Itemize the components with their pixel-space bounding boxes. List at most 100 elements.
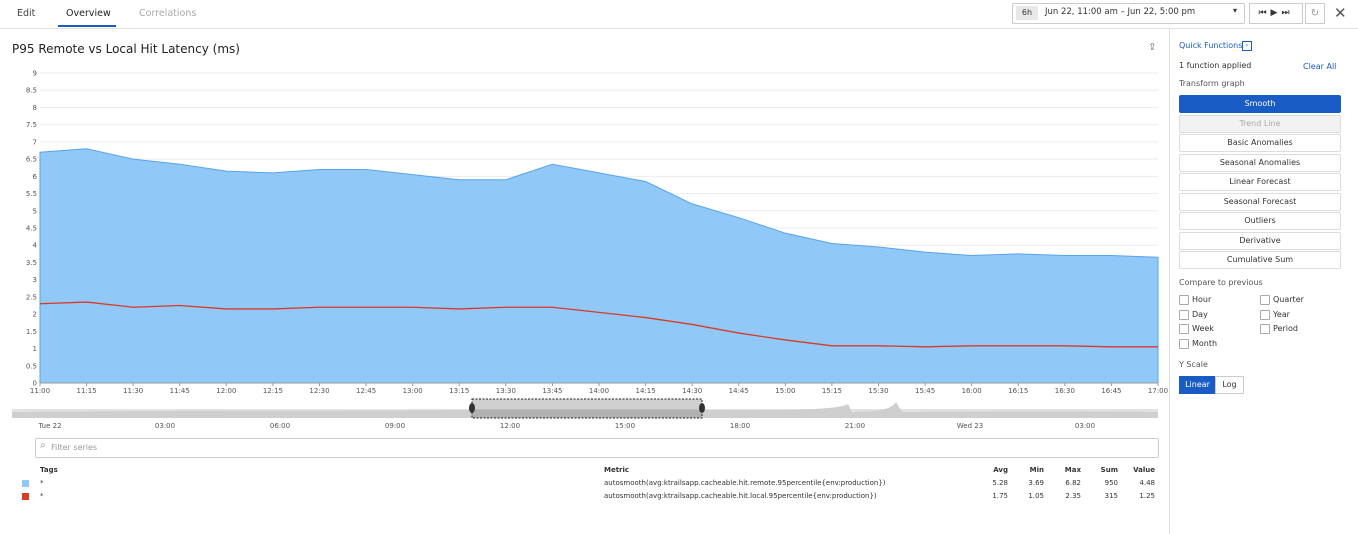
y-tick-label: 4 [33,242,38,250]
y-tick-label: 3 [33,276,37,284]
y-tick-label: 1 [33,345,37,353]
x-tick-label: 15:30 [868,387,888,395]
overview-label: 18:00 [730,422,750,430]
table-cell: 1.05 [1028,492,1044,500]
search-icon: ⌕ [40,440,46,451]
x-tick-label: 15:45 [915,387,935,395]
checkbox[interactable] [1179,309,1189,320]
side-panel [1169,29,1358,534]
function-button[interactable]: Seasonal Anomalies [1179,153,1341,172]
x-tick-label: 11:30 [123,387,143,395]
checkbox-label: Period [1273,324,1298,333]
table-header: Metric [604,466,630,474]
overview-selection [471,398,703,419]
checkbox-label: Day [1192,309,1208,319]
function-button[interactable]: Linear Forecast [1179,173,1341,191]
transform-label: Transform graph [1179,79,1245,88]
overview-label: Wed 23 [957,422,983,430]
area [39,148,1159,384]
x-tick-label: 13:30 [496,387,516,395]
time-range: Jun 22, 11:00 am – Jun 22, 5:00 pm [1045,7,1196,17]
top-bar [0,0,1358,29]
function-button[interactable]: Seasonal Forecast [1179,192,1341,211]
table-cell: 2.35 [1065,492,1081,500]
x-tick-label: 11:00 [30,387,50,395]
checkbox[interactable] [1260,309,1270,320]
filter-box[interactable] [35,438,1159,458]
dropdown-arrow: ▾ [1233,6,1238,15]
y-tick-label: 9 [33,70,37,78]
y-tick-label: 5 [33,207,37,215]
table-header: Max [1064,466,1081,474]
function-button[interactable]: Derivative [1179,231,1341,250]
checkbox[interactable] [1260,295,1270,305]
checkbox[interactable] [1260,324,1270,334]
share-icon[interactable]: ⇪ [1148,42,1157,53]
y-tick-label: 2 [33,311,37,319]
clear-all[interactable]: Clear All [1303,62,1337,71]
function-button[interactable]: Trend Line [1179,114,1341,133]
function-button[interactable]: Cumulative Sum [1179,251,1341,269]
chart-title: P95 Remote vs Local Hit Latency (ms) [12,42,240,56]
checkbox-label: Hour [1192,295,1212,304]
x-tick-label: 16:30 [1055,387,1075,395]
function-button[interactable]: Basic Anomalies [1179,134,1341,152]
y-tick-label: 1.5 [26,328,37,336]
x-tick-label: 15:15 [822,387,842,395]
table-cell: 315 [1104,492,1118,500]
table-header: Value [1133,466,1155,474]
table-header: Tags [40,466,58,474]
x-tick-label: 15:00 [775,387,795,395]
selection-handle [469,403,475,413]
function-button[interactable]: Outliers [1179,212,1341,230]
x-tick-label: 11:45 [170,387,190,395]
overview-shape [12,402,1158,418]
x-tick-label: 17:00 [1148,387,1168,395]
x-tick-label: 13:15 [449,387,469,395]
applied-count: 1 function applied [1179,61,1252,70]
yscale-button[interactable]: Log [1215,376,1244,394]
series-swatch [22,480,29,487]
series-swatch [22,493,29,500]
overview-label: 03:00 [1075,422,1095,430]
function-button[interactable]: Smooth [1179,95,1341,113]
x-tick-label: 14:15 [635,387,655,395]
overview-label: 21:00 [845,422,865,430]
selection-handle [699,403,705,413]
checkbox[interactable] [1179,295,1189,305]
panel-title-icon: › [1242,41,1252,51]
close-button[interactable]: ✕ [1334,4,1347,22]
panel-title: Quick Functions [1179,41,1243,50]
x-tick-label: 14:00 [589,387,609,395]
x-tick-label: 16:00 [962,387,982,395]
x-tick-label: 16:45 [1101,387,1121,395]
tab[interactable]: Correlations [139,8,197,19]
yscale-label: Y Scale [1179,360,1208,369]
x-tick-label: 13:00 [403,387,423,395]
y-tick-label: 3.5 [26,259,37,267]
tab[interactable]: Overview [66,8,111,19]
table-cell: * [40,479,44,487]
checkbox[interactable] [1179,324,1189,334]
table-header: Avg [993,466,1008,474]
yscale-button[interactable]: Linear [1179,376,1216,394]
checkbox-label: Year [1273,309,1290,319]
tab-underline [58,25,116,27]
playback-controls[interactable]: ⏮▶⏭ [1249,3,1303,24]
checkbox-label: Month [1192,338,1218,348]
reset-button[interactable]: ↻ [1305,3,1325,24]
overview-label: 06:00 [270,422,290,430]
table-cell: 4.48 [1139,479,1155,487]
x-tick-label: 12:30 [309,387,329,395]
table-cell: 950 [1104,479,1118,487]
checkbox[interactable] [1179,338,1189,349]
y-tick-label: 7 [33,138,37,146]
y-tick-label: 5.5 [26,190,37,198]
x-tick-label: 12:45 [356,387,376,395]
overview-label: 15:00 [615,422,635,430]
x-tick-label: 14:45 [729,387,749,395]
tab[interactable]: Edit [17,8,36,19]
table-cell: * [40,492,44,500]
overview-label: 03:00 [155,422,175,430]
time-picker[interactable] [1012,3,1245,24]
